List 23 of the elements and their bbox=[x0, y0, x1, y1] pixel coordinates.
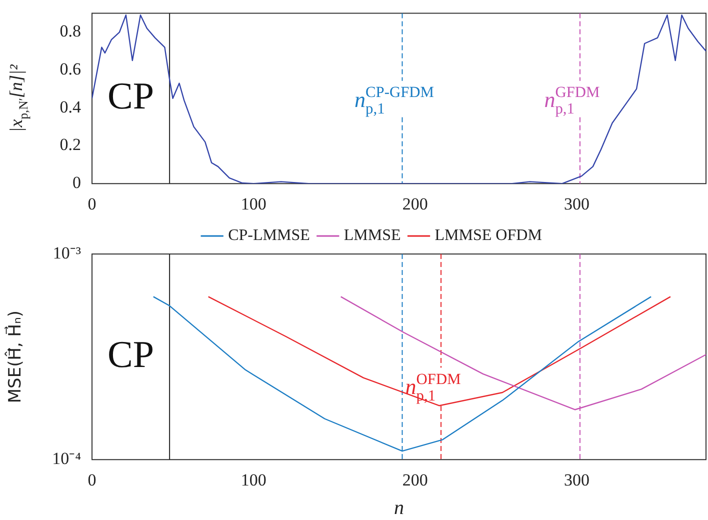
x-tick-label: 200 bbox=[402, 470, 428, 490]
y-axis-title: |xp,N′[n]|² bbox=[6, 64, 30, 132]
y-tick-label: 0.6 bbox=[60, 59, 81, 78]
x-tick-label: 100 bbox=[240, 470, 266, 490]
y-tick-label: 0.4 bbox=[60, 97, 82, 116]
y-tick-label: 10⁻⁴ bbox=[52, 449, 82, 468]
y-tick-label: 0 bbox=[72, 173, 81, 192]
x-axis-title: n bbox=[394, 497, 404, 519]
x-tick-label: 0 bbox=[88, 470, 96, 490]
y-tick-label: 10⁻³ bbox=[52, 243, 81, 262]
y-tick-label: 0.2 bbox=[60, 135, 81, 154]
x-tick-label: 300 bbox=[564, 194, 590, 214]
y-axis-title: MSE(Ĥ⃗, H⃗ₙ) bbox=[4, 310, 26, 404]
annotation: CP bbox=[108, 75, 154, 118]
x-tick-label: 200 bbox=[402, 194, 428, 214]
annotation: CP bbox=[108, 334, 154, 376]
y-tick-label: 0.8 bbox=[60, 22, 81, 41]
x-tick-label: 0 bbox=[88, 194, 96, 214]
x-tick-label: 300 bbox=[564, 470, 590, 490]
x-tick-label: 100 bbox=[240, 194, 266, 214]
legend-label: LMMSE OFDM bbox=[434, 227, 542, 244]
legend-label: LMMSE bbox=[344, 227, 401, 244]
legend-label: CP-LMMSE bbox=[228, 227, 310, 244]
